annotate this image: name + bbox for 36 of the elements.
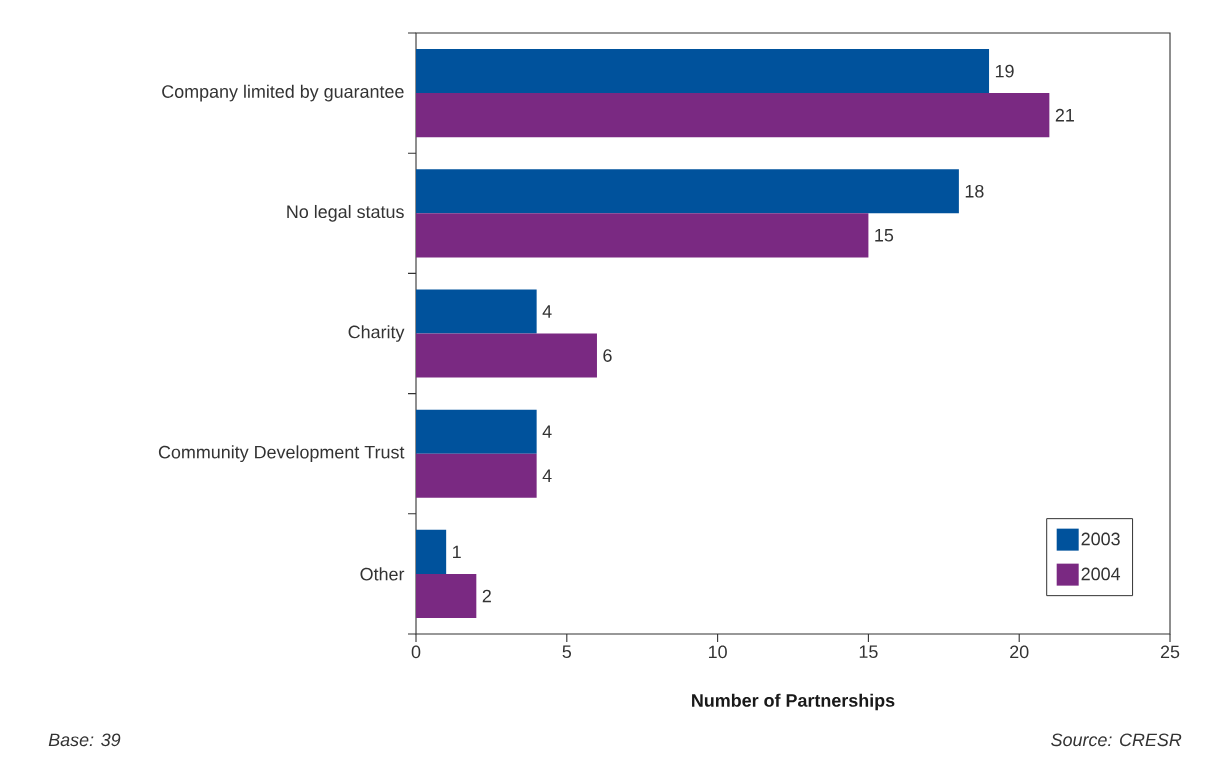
data-label: 4: [542, 305, 552, 318]
data-label: 21: [1055, 108, 1074, 122]
y-tick-label: Other: [360, 567, 405, 581]
x-axis-title: Number of Partnerships: [692, 693, 895, 711]
data-label: 6: [603, 349, 612, 362]
x-tick-label: 10: [708, 645, 727, 659]
bar: [416, 333, 597, 378]
data-label: 19: [995, 64, 1014, 78]
y-tick-label: Community Development Trust: [158, 445, 405, 463]
data-label: 2: [482, 589, 491, 603]
x-tick-label: 15: [859, 645, 878, 659]
source-note: Source: CRESR: [1051, 733, 1182, 747]
x-tick-label: 0: [411, 645, 421, 659]
y-tick-label: Charity: [348, 325, 405, 342]
x-tick-label: 20: [1010, 645, 1029, 659]
data-label: 15: [875, 229, 894, 242]
bar: [416, 49, 990, 94]
bar: [416, 93, 1050, 138]
y-tick-label: No legal status: [287, 204, 404, 222]
bar: [416, 169, 959, 214]
bar: [416, 529, 447, 574]
bar: [416, 453, 537, 498]
x-tick-label: 5: [562, 645, 572, 659]
bar: [416, 289, 537, 334]
data-label: 4: [542, 469, 552, 482]
data-label: 18: [965, 184, 984, 198]
data-label: 1: [453, 545, 461, 559]
bar: [416, 573, 477, 618]
x-tick-label: 25: [1160, 645, 1180, 659]
legend-label: 2003: [1081, 532, 1120, 546]
text: Base: 39: [48, 733, 121, 747]
bar: [416, 213, 869, 258]
bar: [416, 409, 537, 454]
y-tick-label: Company limited by guarantee: [162, 84, 404, 102]
legend-label: 2004: [1081, 567, 1121, 581]
data-label: 4: [542, 425, 552, 438]
